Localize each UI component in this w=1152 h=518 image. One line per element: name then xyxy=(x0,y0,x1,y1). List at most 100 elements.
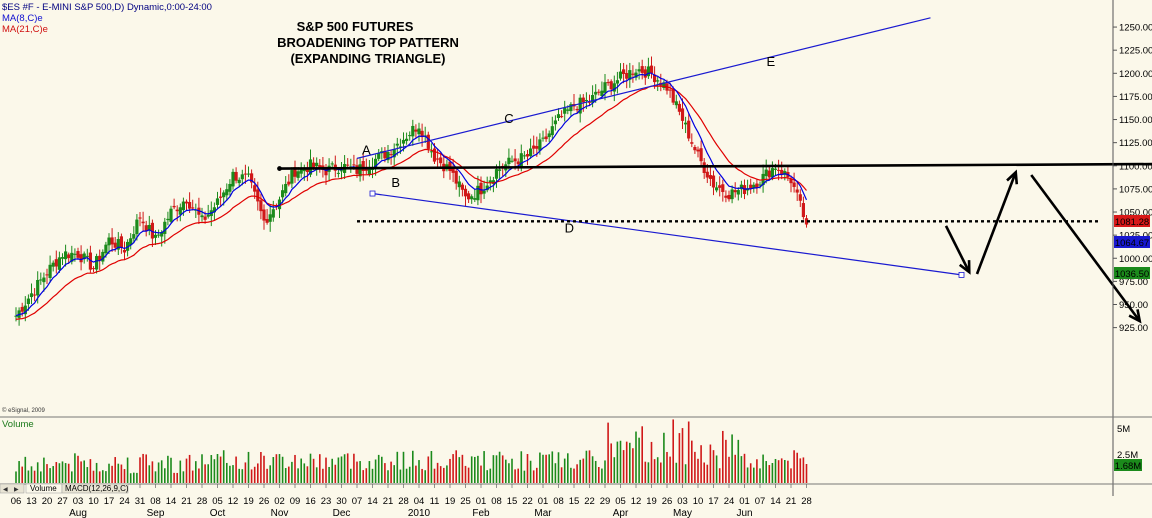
candle-body xyxy=(426,134,430,149)
candlestick xyxy=(612,75,616,102)
candle-body xyxy=(535,146,539,149)
candle-body xyxy=(451,167,455,173)
candlestick xyxy=(23,296,27,322)
candlestick xyxy=(597,89,601,96)
candle-body xyxy=(609,81,613,90)
candle-body xyxy=(510,160,514,162)
volume-bar xyxy=(253,466,256,483)
price-tick-label: 950.00 xyxy=(1119,300,1148,311)
candlestick xyxy=(67,252,71,264)
projection-arrowhead xyxy=(1006,169,1019,185)
candle-body xyxy=(699,148,703,162)
volume-bar xyxy=(746,467,749,483)
candle-body xyxy=(299,167,303,174)
candlestick xyxy=(674,94,678,109)
candle-body xyxy=(798,194,802,201)
candle-body xyxy=(485,185,489,191)
volume-bar xyxy=(21,466,23,483)
volume-bar xyxy=(24,456,27,483)
candle-body xyxy=(411,125,415,137)
date-tick-label: 17 xyxy=(708,496,719,507)
candlestick xyxy=(417,122,421,142)
volume-bar xyxy=(328,466,330,483)
candle-body xyxy=(302,168,306,172)
volume-panel[interactable] xyxy=(15,419,808,483)
volume-bar xyxy=(374,459,377,483)
date-tick-label: 22 xyxy=(584,496,595,507)
candle-body xyxy=(64,251,68,260)
candlestick xyxy=(237,177,241,187)
candle-body xyxy=(36,279,40,296)
candlestick xyxy=(553,115,557,131)
candle-body xyxy=(625,72,629,79)
candle-body xyxy=(374,158,378,169)
volume-bar xyxy=(523,470,526,483)
candle-body xyxy=(67,254,71,259)
volume-bar xyxy=(204,464,206,483)
candle-body xyxy=(386,151,390,161)
volume-bar xyxy=(92,470,95,483)
ma-fast-legend: MA(8,C)e xyxy=(2,13,43,24)
volume-bar xyxy=(576,464,578,483)
candle-body xyxy=(228,183,232,192)
ma-fast-line xyxy=(15,72,808,317)
tab-scroll-right-icon[interactable]: ▶ xyxy=(14,486,19,493)
neckline[interactable] xyxy=(279,162,1152,170)
volume-bar xyxy=(703,462,705,483)
candle-body xyxy=(755,183,759,188)
candlestick xyxy=(39,272,43,285)
candlestick xyxy=(684,116,688,134)
candlestick xyxy=(411,119,415,146)
volume-bar xyxy=(30,466,33,483)
candle-body xyxy=(135,219,139,235)
candle-body xyxy=(764,169,768,177)
trendline-handle[interactable] xyxy=(369,190,376,197)
price-panel[interactable]: A B C D E xyxy=(14,17,1152,326)
annotation-title-line-3: (EXPANDING TRIANGLE) xyxy=(290,51,445,66)
trendline-handle[interactable] xyxy=(958,272,965,278)
candlestick xyxy=(172,198,176,210)
volume-bar xyxy=(95,462,98,483)
date-tick-label: 13 xyxy=(26,496,37,507)
candle-body xyxy=(33,294,37,296)
volume-bar xyxy=(291,461,293,483)
candle-body xyxy=(163,221,167,234)
candle-body xyxy=(253,185,257,192)
candle-body xyxy=(519,153,523,168)
volume-bar xyxy=(182,471,185,483)
candlestick xyxy=(281,184,285,204)
trendline-upper[interactable] xyxy=(356,17,931,159)
candlestick xyxy=(522,151,526,160)
candlestick xyxy=(804,215,809,228)
candlestick xyxy=(736,187,740,201)
candlestick xyxy=(219,187,223,206)
candle-body xyxy=(237,179,241,184)
neckline-handle[interactable] xyxy=(277,166,282,171)
volume-bar xyxy=(526,454,529,483)
candlestick xyxy=(625,64,629,89)
volume-bar xyxy=(86,467,89,483)
candle-body xyxy=(553,120,557,125)
trendline-lower[interactable] xyxy=(372,192,962,276)
volume-bar xyxy=(164,468,166,483)
candle-body xyxy=(417,128,421,135)
candle-body xyxy=(318,165,322,168)
candle-body xyxy=(730,189,734,200)
volume-bar xyxy=(458,457,461,483)
tab-macd[interactable] xyxy=(61,483,129,494)
candlestick xyxy=(615,71,619,94)
candle-body xyxy=(389,154,393,156)
tab-scroll-left-icon[interactable]: ◀ xyxy=(3,486,8,493)
volume-bar xyxy=(474,456,476,483)
volume-bar xyxy=(142,453,144,483)
price-tick-label: 1150.00 xyxy=(1119,115,1152,126)
volume-bar xyxy=(700,445,702,483)
candlestick xyxy=(95,253,99,274)
candle-body xyxy=(414,129,418,132)
volume-bar xyxy=(176,472,178,483)
volume-bar xyxy=(173,472,175,483)
candlestick xyxy=(556,108,561,121)
annotation-title-line-2: BROADENING TOP PATTERN xyxy=(277,35,459,50)
candle-body xyxy=(336,172,340,174)
